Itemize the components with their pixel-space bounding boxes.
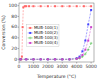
legend-marker — [29, 32, 31, 34]
point — [68, 58, 70, 60]
point — [84, 53, 87, 56]
point — [87, 23, 89, 25]
point — [76, 58, 78, 60]
y-tick — [18, 27, 20, 28]
point — [78, 57, 81, 60]
y-tick-label: 40 — [11, 35, 17, 40]
point — [40, 58, 42, 60]
y-tick-label: 0 — [14, 57, 17, 62]
point — [47, 58, 50, 61]
legend-swatch — [28, 37, 33, 38]
point — [61, 58, 64, 61]
x-tick-label: 2000 — [42, 64, 54, 69]
point — [25, 58, 27, 60]
chart: 020406080100010002000300040005000Tempera… — [0, 0, 100, 79]
point — [61, 58, 63, 60]
point — [32, 5, 34, 7]
series-line — [20, 27, 91, 59]
legend: MUB-100(1)MUB-100(2)MUB-100(3)MUB-100(4) — [27, 24, 59, 46]
point — [54, 58, 57, 61]
point — [21, 56, 23, 58]
x-tick-label: 5000 — [85, 64, 97, 69]
legend-swatch — [28, 27, 33, 28]
point — [87, 40, 89, 42]
point — [84, 49, 86, 51]
point — [90, 26, 92, 28]
series-line — [20, 10, 91, 59]
point — [90, 9, 92, 11]
point — [39, 58, 42, 61]
legend-marker — [29, 42, 31, 44]
point — [22, 26, 24, 28]
point — [75, 57, 78, 60]
y-tick — [18, 37, 20, 38]
point — [19, 58, 21, 60]
point — [28, 5, 30, 7]
y-tick-label: 100 — [8, 3, 17, 8]
point — [47, 5, 49, 7]
point — [90, 5, 92, 7]
point — [54, 5, 56, 7]
legend-marker — [29, 37, 32, 40]
point — [19, 58, 22, 61]
y-tick-label: 60 — [11, 24, 17, 29]
plot-frame — [19, 3, 94, 62]
point — [79, 57, 81, 59]
point — [68, 58, 70, 60]
y-tick-label: 20 — [11, 46, 17, 51]
legend-label: MUB-100(4) — [34, 40, 58, 45]
point — [54, 58, 56, 60]
y-tick — [18, 5, 20, 6]
legend-marker — [29, 27, 31, 29]
point — [47, 58, 49, 60]
y-tick — [18, 59, 20, 60]
point — [76, 57, 78, 59]
point — [32, 58, 34, 60]
point — [25, 5, 27, 7]
plot-area — [19, 5, 92, 60]
point — [90, 42, 93, 45]
y-tick — [18, 16, 20, 17]
point — [32, 58, 34, 60]
point — [40, 5, 42, 7]
point — [68, 5, 70, 7]
point — [81, 50, 83, 52]
point — [25, 58, 28, 61]
y-tick — [18, 48, 20, 49]
point — [84, 40, 86, 42]
point — [87, 48, 90, 51]
point — [61, 5, 63, 7]
point — [76, 5, 78, 7]
point — [19, 58, 21, 60]
x-axis-label: Temperature (°C) — [36, 74, 76, 79]
point — [47, 58, 49, 60]
x-tick-label: 3000 — [57, 64, 69, 69]
point — [32, 58, 35, 61]
y-tick-label: 80 — [11, 14, 17, 19]
point — [54, 58, 56, 60]
x-tick-label: 4000 — [71, 64, 83, 69]
point — [61, 58, 63, 60]
point — [25, 58, 27, 60]
legend-items: MUB-100(1)MUB-100(2)MUB-100(3)MUB-100(4) — [28, 25, 59, 45]
point — [40, 58, 42, 60]
x-tick-label: 1000 — [28, 64, 40, 69]
point — [81, 54, 83, 56]
legend-frame — [27, 24, 59, 46]
legend-swatch — [28, 32, 33, 33]
y-axis-label: Conversion (%) — [1, 15, 6, 50]
point — [19, 58, 21, 60]
series-line — [20, 6, 91, 59]
point — [68, 58, 71, 61]
x-tick-label: 0 — [18, 64, 21, 69]
point — [83, 5, 85, 7]
legend-swatch — [28, 42, 33, 43]
